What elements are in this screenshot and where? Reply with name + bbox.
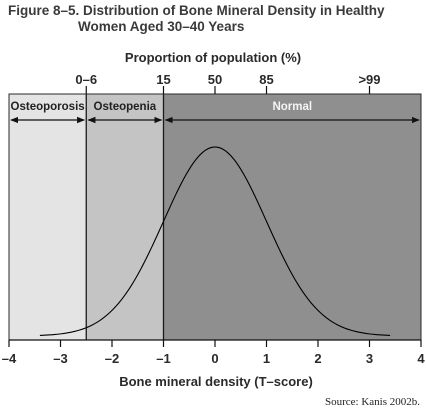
x-tick-label: 0 — [211, 351, 218, 366]
top-tick-label: 0–6 — [75, 72, 97, 87]
bottom-axis: –4 –3 –2 –1 0 1 2 3 4 — [2, 339, 425, 366]
x-tick-label: 2 — [314, 351, 321, 366]
distribution-curve — [39, 146, 391, 336]
top-tick-label: 85 — [259, 72, 273, 87]
x-tick-label: –2 — [105, 351, 119, 366]
top-tick-label: 50 — [208, 72, 222, 87]
x-tick-label: –3 — [53, 351, 67, 366]
x-tick-label: –1 — [156, 351, 170, 366]
top-tick-label: 15 — [156, 72, 170, 87]
region-label-normal: Normal — [272, 101, 312, 113]
region-bands — [8, 93, 422, 341]
top-tick-label: >99 — [358, 72, 380, 87]
figure-title-line-1: Figure 8–5. Distribution of Bone Mineral… — [8, 3, 385, 18]
source-note: Source: Kanis 2002b. — [324, 396, 420, 408]
region-label-osteoporosis: Osteoporosis — [11, 101, 85, 113]
region-labels: Osteoporosis Osteopenia Normal — [10, 101, 420, 124]
x-axis-title: Bone mineral density (T–score) — [119, 374, 313, 389]
figure-title-line-2: Women Aged 30–40 Years — [78, 19, 245, 34]
x-tick-label: –4 — [2, 351, 17, 366]
region-osteopenia — [86, 94, 164, 340]
top-axis-title: Proportion of population (%) — [125, 50, 301, 65]
region-normal — [163, 94, 421, 340]
top-axis: 0–6 15 50 85 >99 — [75, 72, 381, 94]
x-tick-label: 1 — [263, 351, 270, 366]
x-tick-label: 3 — [366, 351, 373, 366]
x-tick-label: 4 — [417, 351, 425, 366]
figure-title: Figure 8–5. Distribution of Bone Mineral… — [8, 3, 418, 35]
region-osteoporosis — [9, 94, 87, 340]
region-label-osteopenia: Osteopenia — [94, 101, 157, 113]
